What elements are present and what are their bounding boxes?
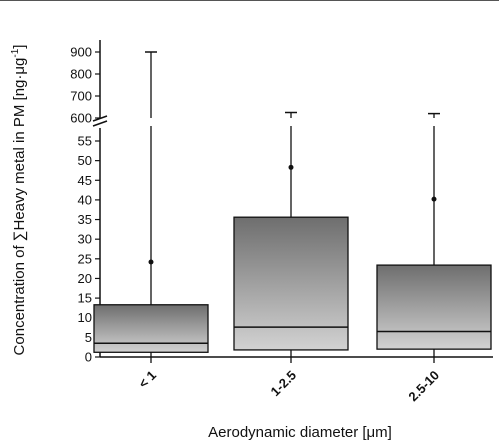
y-tick-label: 15 — [78, 291, 92, 306]
y-tick-label: 30 — [78, 232, 92, 247]
y-tick-label: 35 — [78, 212, 92, 227]
x-axis-title: Aerodynamic diameter [μm] — [208, 424, 392, 441]
box-series — [93, 51, 492, 363]
y-ticks-upper: 600 700 800 900 — [70, 45, 100, 126]
x-category-label: < 1 — [135, 368, 159, 392]
x-category-label: 2.5-10 — [405, 368, 442, 405]
box-iqr — [93, 304, 209, 353]
y-axis-title-main: Concentration of ∑Heavy metal in PM [ng·… — [11, 58, 28, 356]
y-axis-title-close: ] — [11, 45, 28, 49]
y-axis-title-superscript: -1 — [10, 48, 21, 57]
y-tick-label: 700 — [70, 89, 92, 104]
x-category-label: 1-2.5 — [268, 368, 300, 400]
y-tick-label: 800 — [70, 67, 92, 82]
box-2 — [233, 111, 349, 363]
y-tick-label: 55 — [78, 134, 92, 149]
mean-marker — [288, 164, 294, 170]
y-tick-label: 45 — [78, 173, 92, 188]
box-1 — [93, 51, 209, 363]
y-ticks-lower: 0 5 10 15 20 25 30 35 40 45 50 55 — [78, 134, 100, 365]
y-tick-label: 0 — [85, 350, 92, 365]
box-iqr — [233, 216, 349, 351]
x-category-labels: < 1 1-2.5 2.5-10 — [135, 368, 442, 405]
y-tick-label: 50 — [78, 153, 92, 168]
y-tick-label: 25 — [78, 251, 92, 266]
y-tick-label: 900 — [70, 45, 92, 60]
y-tick-label: 600 — [70, 111, 92, 126]
mean-marker — [431, 196, 437, 202]
box-iqr — [376, 264, 492, 350]
y-tick-label: 20 — [78, 271, 92, 286]
y-tick-label: 5 — [85, 330, 92, 345]
y-axis-title: Concentration of ∑Heavy metal in PM [ng·… — [10, 45, 28, 356]
box-3 — [376, 112, 492, 363]
mean-marker — [148, 259, 154, 265]
axis-break-mark-bottom — [92, 120, 108, 127]
y-tick-label: 40 — [78, 192, 92, 207]
y-tick-label: 10 — [78, 310, 92, 325]
